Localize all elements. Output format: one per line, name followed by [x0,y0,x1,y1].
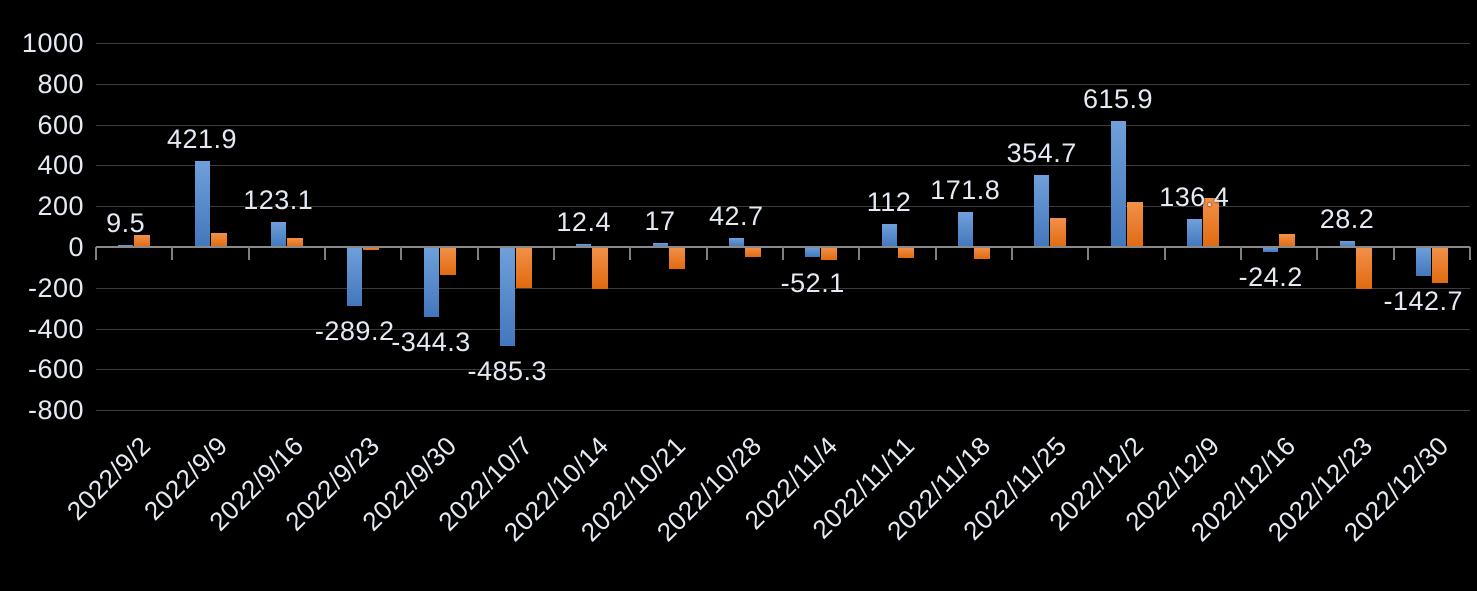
y-axis-tick-label: -800 [27,395,84,425]
x-axis-tick [324,246,326,260]
bar-orange-series [1050,218,1067,247]
x-axis-tick [400,246,403,260]
bar-blue-series [1263,246,1279,252]
bar-orange-series [515,246,532,288]
x-axis-tick [629,246,632,260]
bar-orange-series [592,246,609,290]
data-label: -142.7 [1383,286,1464,316]
x-axis-tick [1011,246,1013,260]
bar-orange-series [210,232,227,247]
x-axis-tick [1469,246,1471,260]
data-label: 9.5 [106,208,146,238]
bar-orange-series [744,246,761,257]
bar-blue-series [652,243,668,247]
x-axis-tick [1392,246,1395,260]
x-axis-tick [171,246,174,260]
gridline [96,83,1470,85]
bar-orange-series [821,246,838,261]
y-axis-tick-label: -200 [27,272,84,303]
bar-orange-series [134,235,151,247]
data-label: 28.2 [1319,204,1375,235]
y-axis-tick-label: 800 [37,68,84,99]
bar-blue-series [1186,219,1202,247]
x-axis-tick [1163,246,1166,260]
data-label: -24.2 [1238,261,1303,292]
bar-blue-series [194,160,210,247]
x-axis-tick [1087,246,1090,260]
data-label: 12.4 [556,207,611,238]
bar-orange-series [1355,246,1372,289]
bar-blue-series [1034,174,1050,247]
bar-blue-series [499,246,515,346]
bar-blue-series [1415,246,1431,276]
x-axis-tick [705,246,708,260]
bar-orange-series [668,246,685,269]
y-axis-tick-label: 0 [68,231,84,262]
bar-orange-series [1431,246,1448,284]
y-axis-tick-label: 600 [37,109,84,140]
y-axis-tick-label: -600 [27,354,84,385]
bar-blue-series [805,246,821,258]
gridline [96,328,1470,330]
x-axis-tick [476,246,479,260]
data-label: 615.9 [1082,84,1154,115]
data-label: 112 [866,187,912,218]
bar-blue-series [1339,241,1355,247]
x-axis-tick [782,246,784,260]
gridline [96,43,1470,44]
y-axis-tick-label: -400 [27,313,84,344]
bar-orange-series [1126,202,1143,247]
bar-blue-series [1110,121,1126,247]
y-axis-tick-label: 1000 [21,28,84,58]
data-label: -485.3 [467,355,548,386]
x-axis-tick [1316,246,1319,260]
x-axis-tick [95,246,97,260]
gridline [96,410,1470,411]
data-label: -289.2 [314,315,395,346]
bar-orange-series [363,246,380,250]
data-label: 17 [644,206,676,237]
data-label: 354.7 [1006,137,1077,168]
bar-orange-series [286,237,303,247]
x-axis-tick [553,246,555,260]
x-axis-category-label: 2022/9/2 [61,430,157,526]
data-label: 171.8 [930,174,1001,205]
gridline [96,369,1470,371]
data-label: -344.3 [391,327,471,358]
bar-blue-series [576,244,592,247]
data-label: 136.4 [1159,182,1230,213]
x-axis-tick [1240,246,1242,260]
bar-blue-series [423,246,439,318]
bar-orange-series [439,246,456,276]
x-axis-tick [934,246,937,260]
data-label: 421.9 [166,123,238,154]
bar-blue-series [347,246,363,306]
data-label: 42.7 [709,201,764,232]
gridline [96,206,1470,208]
gridline [96,287,1470,289]
bar-blue-series [957,211,973,247]
x-axis-tick [858,246,861,260]
x-axis-tick [247,246,250,260]
gridline [96,165,1470,167]
bar-orange-series [1279,233,1296,247]
bar-orange-series [897,246,914,259]
bar-blue-series [728,238,744,247]
bar-orange-series [1202,198,1219,247]
bar-blue-series [881,224,897,247]
gridline [96,124,1470,126]
data-label: 123.1 [243,184,314,215]
y-axis-tick-label: 200 [37,191,84,222]
bar-blue-series [270,221,286,247]
data-label: -52.1 [780,267,845,298]
y-axis-tick-label: 400 [37,150,84,181]
bar-orange-series [973,246,990,259]
